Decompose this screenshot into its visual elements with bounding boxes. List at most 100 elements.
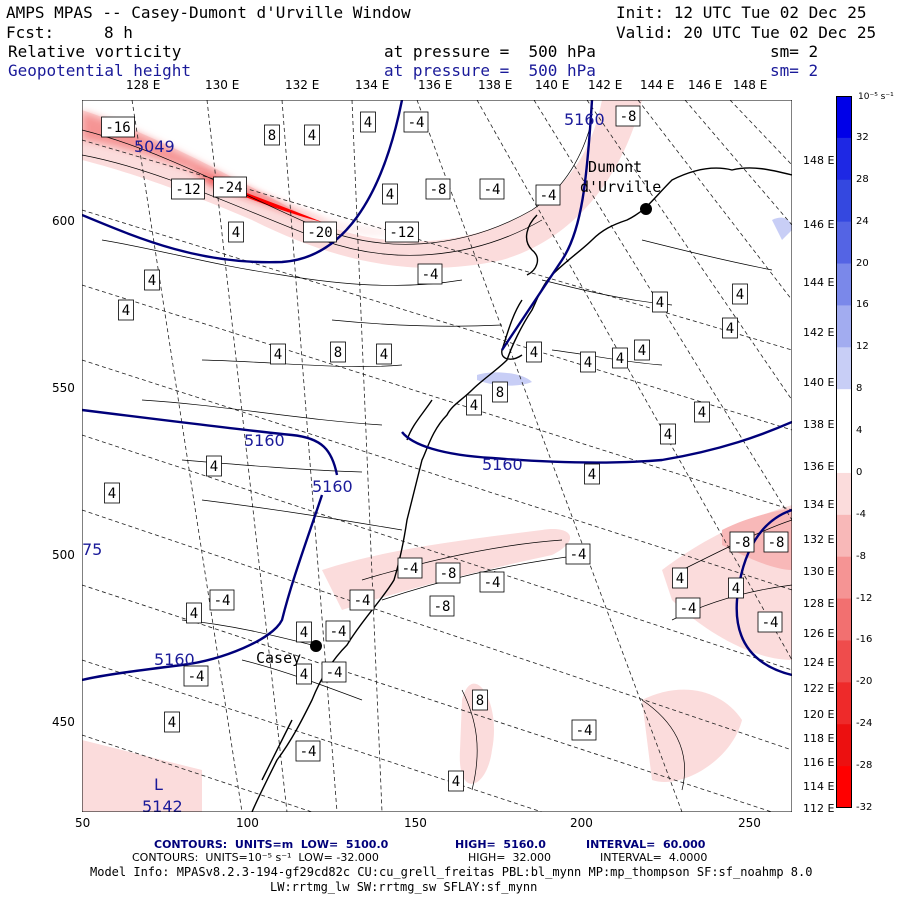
vorticity-contour [381, 554, 583, 601]
valid-time: Valid: 20 UTC Tue 02 Dec 25 [616, 23, 877, 42]
vorticity-label-text: -8 [768, 535, 785, 551]
vorticity-label-box: -24 [213, 176, 247, 198]
vorticity-label-text: 4 [676, 571, 684, 587]
lon-top-label: 142 E [588, 78, 623, 92]
vorticity-label-text: 8 [496, 385, 504, 401]
parallel-line [82, 139, 792, 351]
vorticity-label-text: 4 [656, 295, 664, 311]
lon-right-label: 140 E [803, 376, 835, 389]
vorticity-label-text: -4 [680, 601, 697, 617]
dumont-label: Dumont [588, 158, 642, 176]
legend-label: -4 [856, 508, 866, 520]
vorticity-label-text: 4 [638, 343, 646, 359]
vorticity-label-box: -4 [295, 740, 321, 762]
vorticity-label-text: 8 [476, 693, 484, 709]
vorticity-label-text: -8 [734, 535, 751, 551]
legend-swatch [836, 640, 852, 683]
vorticity-label-text: 4 [232, 225, 240, 241]
height-contour-high: HIGH= 5160.0 [455, 838, 546, 851]
vorticity-label-box: -4 [417, 263, 443, 285]
vorticity-contour [201, 359, 403, 367]
y-tick-label: 450 [52, 715, 75, 729]
meridian-line [476, 100, 792, 661]
height-label-5160: 5160 [154, 650, 195, 669]
dumont-durville-station-marker [640, 203, 652, 215]
y-tick-label: 500 [52, 548, 75, 562]
vorticity-label-box: -8 [425, 178, 451, 200]
parallel-line [82, 284, 792, 511]
vorticity-label-text: 4 [380, 347, 388, 363]
vorticity-label-box: 8 [330, 341, 346, 363]
vorticity-label-text: 4 [530, 345, 538, 361]
vorticity-label-text: -8 [434, 599, 451, 615]
vorticity-label-text: 4 [726, 321, 734, 337]
legend-swatch [836, 724, 852, 767]
durville-label: d'Urville [580, 178, 661, 196]
height-label-5160: 5160 [244, 431, 285, 450]
parallel-line [82, 209, 792, 431]
map-title: AMPS MPAS -- Casey-Dumont d'Urville Wind… [6, 3, 411, 22]
lon-right-label: 128 E [803, 597, 835, 610]
meridian-line [281, 100, 338, 812]
vorticity-label-text: 4 [664, 427, 672, 443]
vorticity-label-text: 4 [736, 287, 744, 303]
field2-level: at pressure = 500 hPa [384, 61, 596, 80]
vorticity-label-text: -4 [484, 575, 501, 591]
vorticity-label-box: -8 [729, 531, 755, 553]
vorticity-label-text: -12 [389, 225, 414, 241]
legend-label: 12 [856, 341, 869, 353]
legend-label: 8 [856, 383, 863, 395]
legend-swatch [836, 179, 852, 223]
vorticity-area-positive [772, 217, 792, 240]
vorticity-label-text: 4 [300, 625, 308, 641]
vorticity-contour [551, 349, 663, 366]
height-contour-5160 [501, 100, 594, 351]
lon-right-label: 120 E [803, 708, 835, 721]
vorticity-label-text: -4 [422, 267, 439, 283]
vorticity-label-box: -4 [325, 620, 351, 642]
x-tick-label: 100 [236, 816, 259, 830]
height-contour-5160 [82, 408, 339, 476]
legend-swatch [836, 598, 852, 641]
lon-right-label: 124 E [803, 656, 835, 669]
height-label-5049: 5049 [134, 137, 175, 156]
legend-swatch [836, 221, 852, 265]
vorticity-label-text: -4 [354, 593, 371, 609]
parallel-line [82, 509, 792, 751]
legend-swatch [836, 431, 852, 474]
lon-right-label: 134 E [803, 498, 835, 511]
vorticity-label-box: 4 [104, 482, 120, 504]
coastline-path [525, 214, 539, 276]
lon-right-label: 116 E [803, 756, 835, 769]
vorticity-label-text: 4 [190, 606, 198, 622]
vorticity-label-box: -12 [171, 178, 205, 200]
meridian-line [729, 100, 792, 166]
vorticity-label-box: 4 [360, 111, 376, 133]
vorticity-label-text: -4 [330, 624, 347, 640]
vorticity-label-box: 4 [164, 711, 180, 733]
lon-right-label: 146 E [803, 218, 835, 231]
map-plot: 5049 5160 5160 5160 5160 5160 75 L 5142 … [82, 100, 792, 812]
vorticity-label-text: 8 [334, 345, 342, 361]
vorticity-label-box: -4 [183, 665, 209, 687]
parallel-line [82, 659, 543, 812]
vorticity-label-text: -4 [326, 665, 343, 681]
vorticity-label-box: -4 [675, 597, 701, 619]
vorticity-label-box: -4 [757, 611, 783, 633]
vorticity-label-box: 4 [296, 663, 312, 685]
vorticity-label-text: 4 [584, 355, 592, 371]
vorticity-label-box: 4 [660, 423, 676, 445]
vorticity-label-text: 4 [300, 667, 308, 683]
vorticity-label-box: 4 [584, 463, 600, 485]
vorticity-label-box: -4 [535, 184, 561, 206]
legend-swatch [836, 96, 852, 139]
parallel-line [82, 734, 313, 812]
legend-label: -24 [856, 718, 873, 730]
init-time: Init: 12 UTC Tue 02 Dec 25 [616, 3, 867, 22]
vorticity-label-box: 4 [672, 567, 688, 589]
vorticity-label-box: 8 [472, 689, 488, 711]
lon-right-label: 136 E [803, 460, 835, 473]
vorticity-contour [141, 399, 383, 426]
model-physics: LW:rrtmg_lw SW:rrtmg_sw SFLAY:sf_mynn [270, 880, 538, 894]
legend-label: 4 [856, 425, 863, 437]
